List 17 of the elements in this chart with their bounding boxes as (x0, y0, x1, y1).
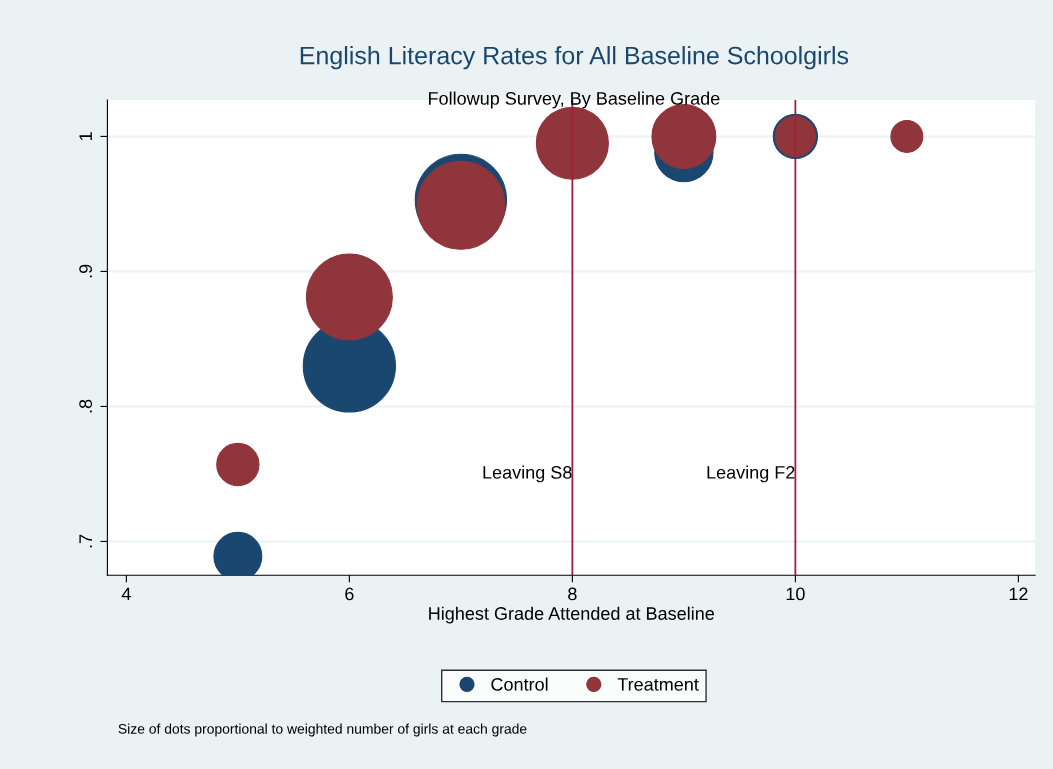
text: Size of dots proportional to weighted number of girls at each grade (118, 723, 527, 737)
ref-line-label: Leaving F2 (707, 465, 795, 483)
y-tick-label: 1 (79, 132, 92, 141)
ref-line-label: Leaving S8 (483, 465, 572, 483)
x-tick-label: 8 (568, 587, 577, 601)
legend-label: Treatment (617, 678, 699, 691)
y-tick-label: .8 (79, 399, 93, 413)
chart-title: English Literacy Rates for All Baseline Schoolgirls (300, 46, 849, 70)
x-tick-label: 10 (786, 587, 805, 601)
x-tick-label: 12 (1009, 587, 1028, 601)
chart-subtitle: Followup Survey, By Baseline Grade (429, 91, 720, 109)
y-tick-label: .7 (79, 534, 92, 548)
x-tick-label: 6 (345, 587, 354, 601)
legend-label: Control (491, 677, 548, 691)
y-tick-label: .9 (79, 264, 93, 278)
x-axis-title: Highest Grade Attended at Baseline (429, 606, 714, 624)
x-tick-label: 4 (121, 587, 131, 601)
